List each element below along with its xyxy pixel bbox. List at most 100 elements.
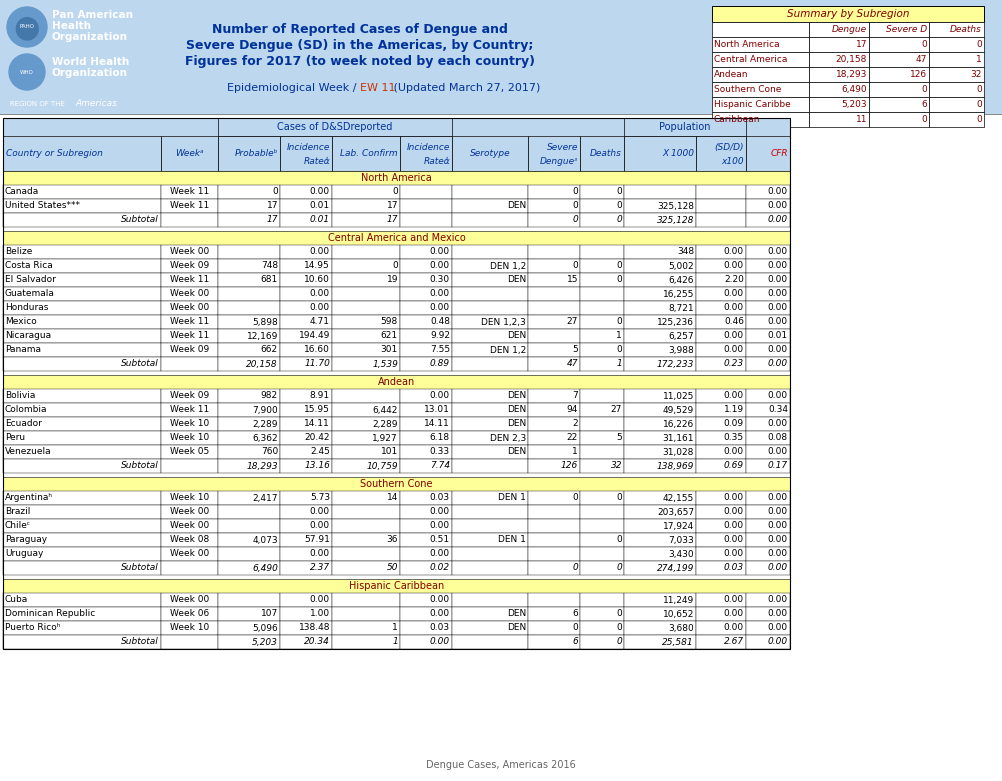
Bar [624, 491, 696, 505]
Text: 0.00: 0.00 [768, 187, 788, 197]
Bar [528, 389, 580, 403]
Bar [696, 389, 746, 403]
Text: 598: 598 [381, 318, 398, 326]
Text: 17: 17 [387, 201, 398, 211]
Bar [280, 343, 332, 357]
Bar [580, 621, 624, 635]
Text: Honduras: Honduras [5, 304, 48, 312]
Text: 0: 0 [616, 262, 622, 270]
Bar [746, 389, 790, 403]
Bar [280, 431, 332, 445]
Bar [161, 533, 218, 547]
Text: 621: 621 [381, 331, 398, 341]
Bar [696, 445, 746, 459]
Bar [3, 459, 161, 473]
Bar [218, 635, 280, 649]
Bar [696, 273, 746, 287]
Text: 15: 15 [566, 276, 578, 284]
Bar [712, 52, 809, 67]
Bar [624, 343, 696, 357]
Bar [3, 389, 161, 403]
Bar [218, 273, 280, 287]
Text: Week 11: Week 11 [170, 201, 209, 211]
Bar [332, 459, 400, 473]
Bar [280, 417, 332, 431]
Text: 6,426: 6,426 [668, 276, 694, 284]
Bar [746, 136, 790, 171]
Text: 760: 760 [261, 448, 278, 457]
Bar [161, 315, 218, 329]
Bar [528, 357, 580, 371]
Text: DEN: DEN [507, 623, 526, 633]
Bar [218, 561, 280, 575]
Bar [218, 357, 280, 371]
Bar [218, 315, 280, 329]
Bar [528, 403, 580, 417]
Bar [746, 431, 790, 445]
Bar [218, 519, 280, 533]
Bar [218, 389, 280, 403]
Bar [580, 273, 624, 287]
Bar [161, 329, 218, 343]
Bar [3, 477, 790, 491]
Bar [580, 459, 624, 473]
Bar [624, 199, 696, 213]
Bar [3, 519, 161, 533]
Text: ●: ● [14, 13, 40, 42]
Text: 982: 982 [261, 391, 278, 401]
Text: 94: 94 [566, 405, 578, 415]
Text: 662: 662 [261, 345, 278, 355]
Text: Chileᶜ: Chileᶜ [5, 522, 31, 530]
Text: 49,529: 49,529 [662, 405, 694, 415]
Text: 5: 5 [572, 345, 578, 355]
Text: x100: x100 [721, 157, 744, 166]
Bar [696, 593, 746, 607]
Bar [528, 213, 580, 227]
Bar [712, 22, 809, 37]
Bar [624, 593, 696, 607]
Text: Dominican Republic: Dominican Republic [5, 609, 95, 619]
Bar [624, 431, 696, 445]
Text: 0: 0 [616, 637, 622, 647]
Text: 1.00: 1.00 [310, 609, 330, 619]
Bar [452, 593, 528, 607]
Text: 9.92: 9.92 [430, 331, 450, 341]
Bar [218, 199, 280, 213]
Text: Organization: Organization [52, 68, 128, 78]
Text: DEN: DEN [507, 405, 526, 415]
Text: 5,096: 5,096 [253, 623, 278, 633]
Text: 0: 0 [616, 494, 622, 502]
Text: 0.30: 0.30 [430, 276, 450, 284]
Bar [332, 329, 400, 343]
Text: (SD/D): (SD/D) [714, 143, 744, 152]
Text: Subtotal: Subtotal [121, 359, 159, 369]
Bar [809, 97, 869, 112]
Text: Paraguay: Paraguay [5, 536, 47, 544]
Bar [528, 607, 580, 621]
Bar [400, 403, 452, 417]
Bar [452, 287, 528, 301]
Text: Pan American: Pan American [52, 10, 133, 20]
Bar [452, 213, 528, 227]
Text: Week 11: Week 11 [170, 331, 209, 341]
Text: Health: Health [52, 21, 91, 31]
Text: 14: 14 [387, 494, 398, 502]
Text: 11.70: 11.70 [305, 359, 330, 369]
Text: 6: 6 [572, 609, 578, 619]
Text: United States***: United States*** [5, 201, 80, 211]
Bar [161, 245, 218, 259]
Text: 0.00: 0.00 [768, 508, 788, 516]
Text: CFR: CFR [771, 149, 788, 158]
Text: 0.00: 0.00 [310, 550, 330, 558]
Bar [580, 417, 624, 431]
Text: 0.00: 0.00 [430, 391, 450, 401]
Text: 0.00: 0.00 [768, 550, 788, 558]
Bar [696, 607, 746, 621]
Bar [3, 213, 161, 227]
Text: 0: 0 [572, 564, 578, 572]
Text: 0: 0 [572, 201, 578, 211]
Bar [280, 273, 332, 287]
Bar [528, 199, 580, 213]
Bar [528, 431, 580, 445]
Text: 0.03: 0.03 [723, 564, 744, 572]
